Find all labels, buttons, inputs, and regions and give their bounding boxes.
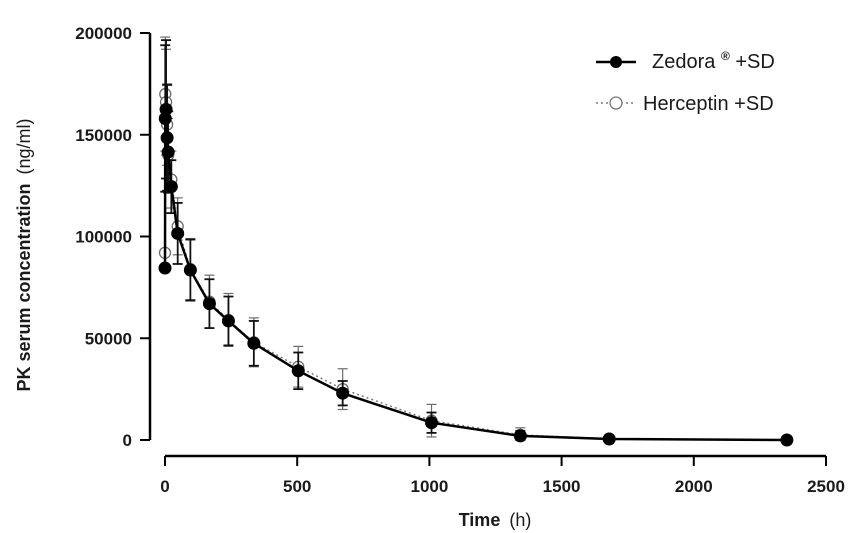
x-ticks: 0 500 1000 1500 2000 2500 — [160, 456, 845, 496]
x-tick-label: 2000 — [675, 477, 713, 496]
legend-herceptin-name: Herceptin — [643, 93, 729, 115]
legend: Zedora ® +SD Herceptin +SD — [596, 43, 775, 115]
series-line-herceptin — [164, 93, 787, 441]
x-tick-label: 2500 — [807, 477, 845, 496]
data-point-zedora — [164, 180, 178, 194]
data-point-zedora — [513, 429, 527, 443]
x-tick-label: 1000 — [410, 477, 448, 496]
y-axis-title-main: PK serum concentration — [14, 183, 34, 391]
legend-herceptin-label: Herceptin +SD — [643, 93, 774, 115]
x-tick-label: 500 — [283, 477, 311, 496]
data-point-zedora — [159, 102, 173, 116]
y-axis-title-unit: (ng/ml) — [14, 118, 34, 174]
y-tick-label: 50000 — [85, 329, 132, 348]
data-point-zedora — [425, 416, 439, 430]
legend-herceptin-marker-icon — [609, 96, 623, 110]
data-point-zedora — [158, 261, 172, 275]
x-tick-label: 1500 — [543, 477, 581, 496]
series-line-zedora — [163, 109, 787, 442]
data-point-zedora — [202, 297, 216, 311]
y-tick-label: 150000 — [75, 126, 132, 145]
legend-zedora-label: Zedora ® +SD — [652, 43, 775, 73]
data-point-zedora — [160, 131, 174, 145]
legend-zedora-name: Zedora — [652, 51, 716, 73]
y-axis-title: PK serum concentration (ng/ml) — [14, 118, 34, 391]
data-point-zedora — [291, 364, 305, 378]
data-point-zedora — [336, 386, 350, 400]
x-axis-title-main: Time — [459, 510, 501, 530]
legend-zedora-sup: ® — [721, 49, 730, 63]
x-tick-label: 0 — [160, 477, 169, 496]
x-axis-title: Time (h) — [459, 510, 532, 530]
y-tick-label: 0 — [123, 431, 132, 450]
data-point-zedora — [161, 145, 175, 159]
legend-herceptin-suffix: +SD — [734, 93, 773, 115]
legend-zedora-marker-icon — [610, 56, 622, 68]
series-zedora — [158, 39, 794, 447]
data-point-zedora — [221, 314, 235, 328]
y-tick-label: 200000 — [75, 24, 132, 43]
data-point-zedora — [780, 433, 794, 447]
data-point-zedora — [247, 336, 261, 350]
data-point-zedora — [183, 263, 197, 277]
y-ticks: 0 50000 100000 150000 200000 — [75, 24, 150, 450]
y-tick-label: 100000 — [75, 228, 132, 247]
series-layer — [158, 36, 794, 447]
data-point-zedora — [171, 226, 185, 240]
legend-item-herceptin: Herceptin +SD — [596, 93, 774, 115]
legend-zedora-suffix: +SD — [735, 51, 774, 73]
x-axis-title-unit: (h) — [509, 510, 531, 530]
data-point-zedora — [602, 432, 616, 446]
legend-item-zedora: Zedora ® +SD — [596, 43, 775, 73]
